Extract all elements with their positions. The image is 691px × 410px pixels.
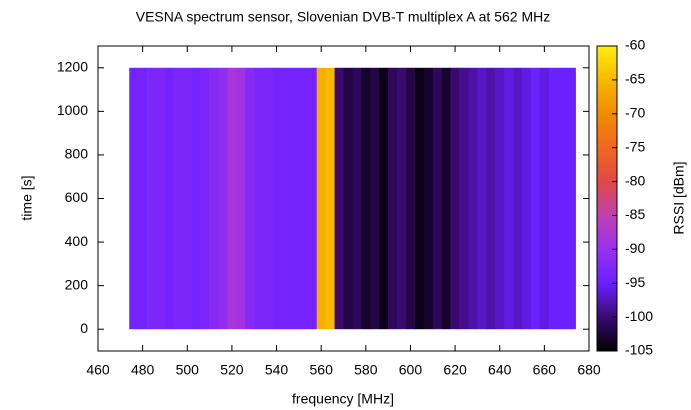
colorbar-tick-label: -70 — [625, 104, 645, 120]
heatmap-cell — [423, 67, 434, 330]
x-tick-label: 460 — [86, 362, 110, 378]
heatmap-cell — [459, 67, 469, 330]
heatmap-cell — [557, 67, 567, 330]
heatmap-cell — [522, 67, 532, 330]
x-tick-label: 500 — [176, 362, 200, 378]
heatmap-cell — [298, 67, 309, 330]
heatmap-cell — [164, 67, 175, 330]
heatmap-cell — [468, 67, 478, 330]
x-tick-label: 580 — [354, 362, 378, 378]
heatmap-cell — [513, 67, 523, 330]
x-tick-label: 620 — [443, 362, 467, 378]
heatmap-cell — [156, 67, 166, 330]
heatmap-cell — [263, 67, 273, 330]
heatmap-cell — [173, 67, 184, 330]
colorbar-label: RSSI [dBm] — [671, 161, 687, 234]
x-tick-label: 600 — [399, 362, 423, 378]
heatmap-cell — [566, 67, 576, 330]
heatmap-cell — [450, 67, 460, 330]
y-tick-label: 0 — [80, 320, 88, 336]
heatmap-cell — [530, 67, 541, 330]
y-tick-label: 200 — [65, 276, 89, 292]
x-tick-label: 520 — [220, 362, 244, 378]
heatmap-cell — [316, 67, 326, 330]
heatmap-cell — [388, 67, 398, 330]
x-tick-label: 480 — [131, 362, 155, 378]
heatmap-cell — [504, 67, 514, 330]
heatmap-cell — [272, 67, 282, 330]
y-tick-label: 1000 — [57, 102, 88, 118]
y-tick-label: 800 — [65, 146, 89, 162]
heatmap-cell — [245, 67, 255, 330]
heatmap-cell — [477, 67, 487, 330]
x-tick-label: 680 — [577, 362, 601, 378]
heatmap-cell — [289, 67, 300, 330]
heatmap-cell — [486, 67, 496, 330]
heatmap-cell — [441, 67, 451, 330]
x-tick-label: 660 — [533, 362, 557, 378]
x-tick-label: 540 — [265, 362, 289, 378]
heatmap-cell — [405, 67, 416, 330]
colorbar — [596, 45, 618, 352]
heatmap-cell — [352, 67, 362, 330]
heatmap-cell — [209, 67, 219, 330]
heatmap-cell — [414, 67, 425, 330]
colorbar-tick-label: -90 — [625, 240, 645, 256]
colorbar-tick-label: -105 — [625, 342, 653, 358]
heatmap-cell — [182, 67, 193, 330]
heatmap-cell — [129, 67, 139, 330]
colorbar-tick-label: -95 — [625, 274, 645, 290]
colorbar-tick-label: -65 — [625, 71, 645, 87]
heatmap-cell — [147, 67, 157, 330]
colorbar-tick-label: -60 — [625, 37, 645, 53]
y-axis-label: time [s] — [19, 175, 35, 220]
chart-title: VESNA spectrum sensor, Slovenian DVB-T m… — [136, 9, 550, 25]
heatmap-cell — [495, 67, 505, 330]
heatmap-cell — [254, 67, 264, 330]
colorbar-tick-label: -80 — [625, 172, 645, 188]
heatmap-cell — [334, 67, 344, 330]
heatmap-cell — [361, 67, 371, 330]
heatmap-cell — [281, 67, 291, 330]
x-tick-label: 640 — [488, 362, 512, 378]
y-tick-label: 400 — [65, 233, 89, 249]
heatmap-cell — [138, 67, 148, 330]
heatmap-cell — [218, 67, 228, 330]
heatmap-cell — [432, 67, 442, 330]
heatmap-cell — [379, 67, 389, 330]
colorbar-tick-label: -100 — [625, 308, 653, 324]
heatmap-cell — [200, 67, 210, 330]
heatmap-cell — [370, 67, 380, 330]
heatmap-cell — [227, 67, 237, 330]
heatmap-cell — [397, 67, 407, 330]
heatmap-cell — [325, 67, 335, 330]
x-axis-label: frequency [MHz] — [292, 391, 394, 407]
x-tick-label: 560 — [310, 362, 334, 378]
heatmap-cell — [539, 67, 550, 330]
heatmap-cell — [343, 67, 353, 330]
y-tick-label: 1200 — [57, 58, 88, 74]
heatmap-cell — [307, 67, 318, 330]
colorbar-tick-label: -75 — [625, 138, 645, 154]
y-tick-label: 600 — [65, 189, 89, 205]
heatmap-cell — [236, 67, 246, 330]
heatmap-cell — [191, 67, 201, 330]
colorbar-tick-label: -85 — [625, 206, 645, 222]
heatmap-cell — [548, 67, 559, 330]
